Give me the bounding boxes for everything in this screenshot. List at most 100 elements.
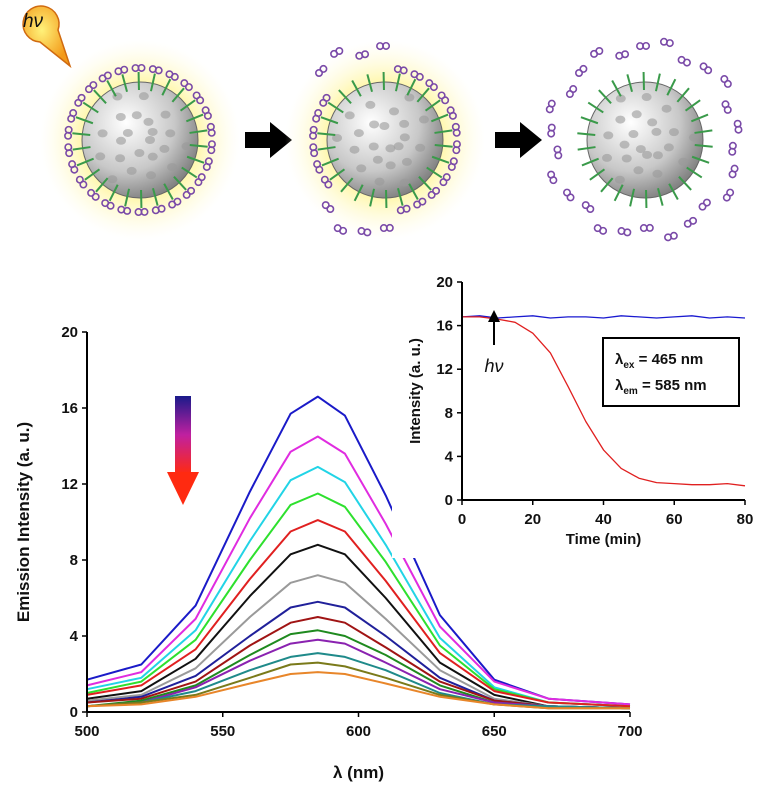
nanoparticle bbox=[327, 82, 443, 198]
y-tick-label: 16 bbox=[436, 318, 453, 335]
info-subscript: ex bbox=[623, 360, 635, 371]
pore bbox=[669, 128, 679, 136]
pore bbox=[95, 152, 105, 160]
pore bbox=[664, 143, 674, 151]
pore bbox=[350, 146, 360, 154]
pore bbox=[379, 122, 389, 130]
x-tick-label: 40 bbox=[595, 511, 612, 528]
info-value: = 465 nm bbox=[634, 351, 703, 368]
arrow bbox=[245, 122, 292, 158]
y-tick-label: 4 bbox=[70, 628, 79, 645]
pore bbox=[161, 111, 171, 119]
pore bbox=[615, 116, 625, 124]
pore bbox=[145, 136, 155, 144]
cap-molecule bbox=[721, 76, 727, 82]
pore bbox=[415, 144, 425, 152]
cap-molecule bbox=[567, 91, 573, 97]
pore bbox=[375, 178, 385, 186]
cap-molecule bbox=[550, 177, 556, 183]
pore bbox=[642, 151, 652, 159]
pore bbox=[167, 163, 177, 171]
pore bbox=[365, 101, 375, 109]
pore bbox=[148, 153, 158, 161]
pore bbox=[402, 158, 412, 166]
pore bbox=[394, 142, 404, 150]
pore bbox=[148, 128, 158, 136]
pore bbox=[107, 175, 117, 183]
y-axis-label: Intensity (a. u.) bbox=[407, 338, 424, 444]
series-line bbox=[87, 545, 630, 708]
pore bbox=[622, 154, 632, 162]
pore bbox=[373, 156, 383, 164]
pore bbox=[628, 130, 638, 138]
pore bbox=[159, 145, 169, 153]
x-tick-label: 20 bbox=[524, 511, 541, 528]
y-tick-label: 20 bbox=[61, 324, 78, 341]
x-tick-label: 0 bbox=[458, 511, 466, 528]
annotation-label: hν bbox=[484, 356, 503, 376]
y-tick-label: 0 bbox=[70, 704, 78, 721]
y-tick-label: 8 bbox=[70, 552, 78, 569]
pore bbox=[653, 151, 663, 159]
arrow bbox=[495, 122, 542, 158]
pore bbox=[354, 129, 364, 137]
pore bbox=[632, 110, 642, 118]
pore bbox=[602, 154, 612, 162]
pore bbox=[633, 166, 643, 174]
y-tick-label: 4 bbox=[445, 448, 454, 465]
pore bbox=[615, 176, 625, 184]
cap-molecule bbox=[567, 194, 573, 200]
y-tick-label: 12 bbox=[436, 361, 453, 378]
x-axis-label: λ (nm) bbox=[333, 763, 384, 782]
pore bbox=[651, 128, 661, 136]
cap-molecule bbox=[600, 228, 606, 234]
light-label: hν bbox=[23, 11, 44, 32]
x-tick-label: 550 bbox=[210, 723, 235, 740]
pore bbox=[662, 105, 672, 113]
cap-molecule bbox=[722, 101, 728, 107]
pore bbox=[143, 118, 153, 126]
y-tick-label: 8 bbox=[445, 405, 453, 422]
x-tick-label: 700 bbox=[617, 723, 642, 740]
y-tick-label: 20 bbox=[436, 274, 453, 291]
pore bbox=[182, 142, 192, 150]
pore bbox=[642, 93, 652, 101]
pore bbox=[116, 113, 126, 121]
pore bbox=[98, 129, 108, 137]
pore bbox=[389, 107, 399, 115]
cap-molecule bbox=[700, 63, 706, 69]
cap-molecule bbox=[727, 189, 733, 195]
pore bbox=[400, 133, 410, 141]
pore bbox=[132, 111, 142, 119]
pore bbox=[652, 170, 662, 178]
pore bbox=[689, 134, 699, 142]
pore bbox=[345, 111, 355, 119]
y-tick-label: 12 bbox=[61, 476, 78, 493]
trend-arrow-shaft bbox=[175, 396, 191, 474]
pore bbox=[386, 161, 396, 169]
y-tick-label: 0 bbox=[445, 492, 453, 509]
schematic: hν bbox=[23, 6, 742, 241]
cap-molecule bbox=[587, 206, 593, 212]
x-tick-label: 650 bbox=[482, 723, 507, 740]
pore bbox=[620, 141, 630, 149]
cap-molecule bbox=[591, 51, 597, 57]
info-subscript: em bbox=[623, 386, 638, 397]
pore bbox=[399, 120, 409, 128]
pore bbox=[139, 92, 149, 100]
pore bbox=[419, 116, 429, 124]
pore bbox=[127, 167, 137, 175]
pore bbox=[369, 143, 379, 151]
pore bbox=[123, 129, 133, 137]
x-axis-label: Time (min) bbox=[566, 531, 642, 548]
trend-arrow-head bbox=[167, 472, 199, 505]
pore bbox=[678, 158, 688, 166]
x-tick-label: 600 bbox=[346, 723, 371, 740]
cap-molecule bbox=[576, 70, 582, 76]
cap-molecule bbox=[704, 199, 710, 205]
pore bbox=[400, 179, 410, 187]
pore bbox=[647, 118, 657, 126]
pore bbox=[404, 94, 414, 102]
